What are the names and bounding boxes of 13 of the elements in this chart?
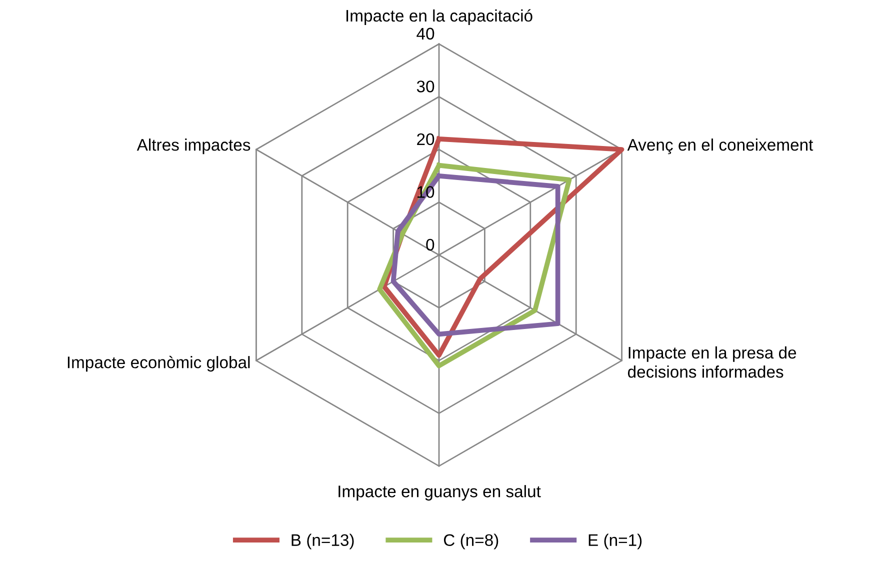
- legend-label: B (n=13): [292, 534, 354, 550]
- spoke-label: Altres impactes: [136, 138, 250, 154]
- spoke-label: Impacte econòmic global: [68, 356, 250, 372]
- legend-label: C (n=8): [444, 534, 498, 550]
- spoke-label: Impacte en la capacitació: [346, 9, 532, 25]
- y-tick-label: 30: [416, 80, 434, 92]
- y-tick-label: 40: [416, 28, 434, 40]
- y-tick-label: 20: [417, 133, 434, 146]
- y-tick-label: 0: [426, 238, 434, 251]
- spoke-label: Impacte en guanys en salut: [338, 485, 541, 501]
- legend-label: E (n=1): [588, 534, 642, 550]
- spoke-label: Impacte en la presa de decisions informades: [628, 346, 796, 378]
- spoke-label: Avenç en el coneixement: [627, 138, 814, 154]
